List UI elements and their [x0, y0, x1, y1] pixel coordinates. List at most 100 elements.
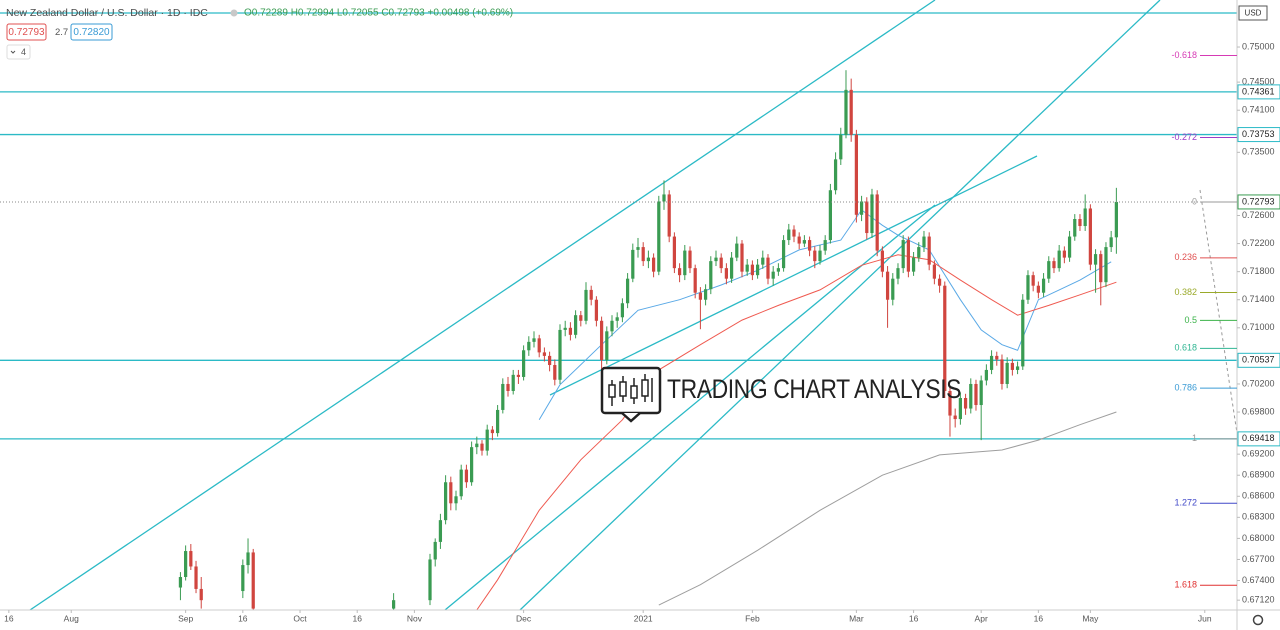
- currency: USD: [1245, 9, 1262, 18]
- fib-label: 0.236: [1174, 252, 1197, 262]
- candle-body: [662, 194, 666, 202]
- candle-body: [501, 383, 505, 410]
- candle-body: [865, 201, 869, 234]
- x-tick-label: May: [1082, 613, 1099, 623]
- fib-label: 0.5: [1184, 315, 1197, 325]
- candle-body: [438, 520, 443, 542]
- buy-price[interactable]: 0.72820: [73, 27, 110, 38]
- x-tick-label: 16: [352, 613, 362, 623]
- candle-body: [194, 566, 198, 589]
- candle-body: [1057, 250, 1061, 269]
- sell-price[interactable]: 0.72793: [8, 27, 45, 38]
- candle-body: [537, 338, 541, 353]
- candle-body: [246, 552, 250, 566]
- candle-body: [802, 240, 806, 244]
- price-label-box: [1237, 352, 1280, 368]
- candle-body: [199, 588, 203, 601]
- candle-body: [807, 240, 812, 251]
- y-tick-label: 0.72200: [1242, 238, 1275, 248]
- y-tick-label: 0.68600: [1242, 491, 1275, 501]
- x-tick-label: 16: [1034, 613, 1044, 623]
- x-tick-label: Apr: [975, 613, 988, 623]
- fib-label: 0.786: [1174, 383, 1197, 393]
- candle-body: [1099, 254, 1103, 283]
- candle-body: [1015, 366, 1020, 370]
- candle-body: [599, 320, 604, 361]
- y-tick-label: 0.69800: [1242, 406, 1275, 416]
- candle-body: [797, 236, 801, 244]
- candle-body: [625, 278, 630, 304]
- candle-body: [651, 257, 656, 272]
- candle-body: [943, 285, 947, 391]
- candle-body: [828, 190, 832, 241]
- watermark-text: TRADING CHART ANALYSIS: [667, 374, 961, 404]
- candle-body: [184, 551, 188, 578]
- last-price-box: [1237, 194, 1280, 210]
- candle-body: [511, 374, 515, 391]
- candle-body: [719, 257, 723, 269]
- candle-body: [740, 243, 744, 272]
- candle-body: [833, 159, 838, 191]
- x-tick-label: Sep: [178, 613, 193, 623]
- y-tick-label: 0.73500: [1242, 147, 1275, 157]
- y-tick-label: 0.67700: [1242, 554, 1275, 564]
- candle-body: [532, 338, 536, 342]
- candle-body: [937, 278, 942, 286]
- settings-icon[interactable]: [1252, 614, 1264, 626]
- candle-body: [735, 243, 739, 258]
- candle-body: [683, 250, 687, 276]
- candle-body: [475, 443, 479, 448]
- candle-body: [969, 383, 973, 409]
- y-tick-label: 0.67400: [1242, 575, 1275, 585]
- indicator-count[interactable]: 4: [21, 47, 26, 57]
- candle-body: [792, 229, 796, 237]
- series: [0, 70, 1237, 610]
- gear[interactable]: [1252, 614, 1264, 626]
- candle-body: [558, 329, 562, 380]
- candle-body: [984, 369, 988, 381]
- candle-body: [880, 250, 884, 272]
- fib-trend: [1199, 189, 1237, 434]
- candle-body: [906, 240, 910, 272]
- sell-box[interactable]: [6, 23, 47, 41]
- y-tick-label: 0.69200: [1242, 449, 1275, 459]
- chevron: [10, 50, 16, 54]
- candle-body: [948, 390, 952, 416]
- candle-body: [974, 383, 978, 406]
- candle-body: [469, 447, 474, 483]
- candle-body: [1104, 247, 1108, 283]
- x-tick-label: Dec: [516, 613, 532, 623]
- candle-body: [870, 194, 874, 234]
- price-label-box: [1237, 431, 1280, 447]
- candle-body: [1078, 219, 1082, 227]
- candle-body: [724, 268, 729, 279]
- price-label: 0.73753: [1242, 129, 1275, 139]
- candle-body: [620, 303, 625, 318]
- candle-body: [677, 268, 682, 276]
- fib-label: 1.618: [1174, 580, 1197, 590]
- candle-body: [667, 194, 671, 237]
- watermark: TRADING CHART ANALYSIS: [600, 366, 961, 423]
- fib-label: 1: [1192, 433, 1197, 443]
- indicators-toggle[interactable]: [6, 44, 31, 60]
- candle-body: [844, 89, 848, 135]
- price-label: 0.69418: [1242, 433, 1275, 443]
- candle-body: [464, 469, 469, 483]
- candle-body: [636, 247, 640, 250]
- buy-box[interactable]: [70, 23, 113, 41]
- candle-body: [251, 552, 255, 609]
- candle-body: [506, 383, 510, 391]
- candle-body: [1088, 208, 1092, 265]
- status-dot: [230, 9, 238, 17]
- candle-body: [573, 315, 578, 335]
- candle-body: [495, 409, 500, 434]
- candle-body: [911, 257, 916, 272]
- candle-body: [885, 271, 890, 300]
- candle-body: [1062, 250, 1066, 258]
- candle-body: [1073, 219, 1077, 237]
- candle-body: [776, 268, 781, 272]
- trend-line: [29, 0, 936, 610]
- candle-body: [1052, 261, 1056, 269]
- x-tick-label: Nov: [407, 613, 423, 623]
